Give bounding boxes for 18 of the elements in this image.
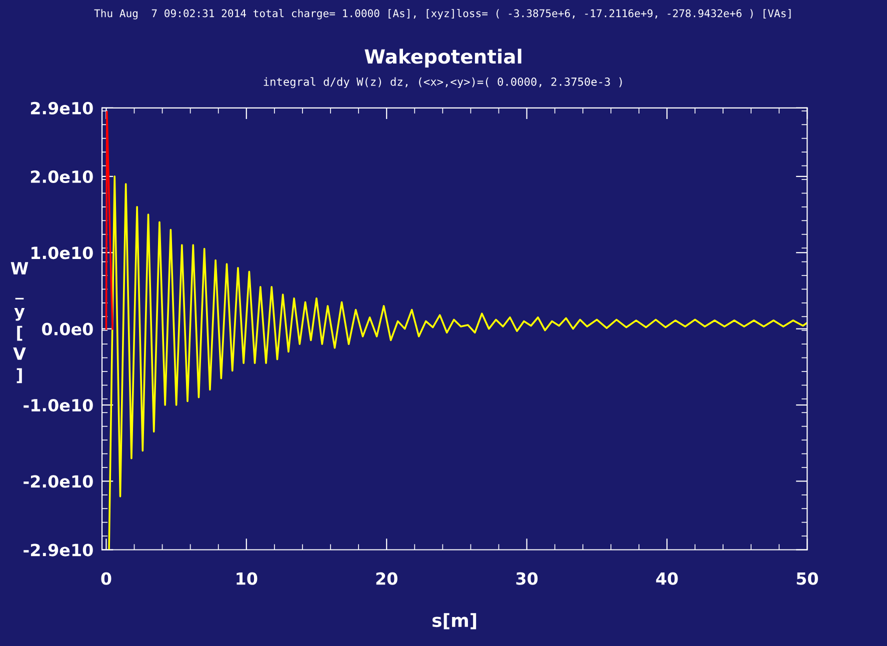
- text: Thu Aug 7 09:02:31 2014 total charge= 1.0000 [As], [xyz]loss= ( -3.3875e+6, -17.2116e+9, -278.9432e+6 ) [VAs]: [94, 9, 791, 20]
- y-tick-label: 2.9e10: [30, 102, 93, 114]
- x-tick-label: 10: [236, 572, 258, 585]
- text: W_y[V]: [10, 262, 28, 384]
- y-tick-label: 1.0e10: [32, 246, 93, 260]
- y-tick-label: -1.0e10: [24, 398, 93, 412]
- x-tick-label: 0: [101, 572, 112, 585]
- y-tick-label: 0.0e0: [42, 322, 93, 336]
- y-tick-label: -2.9e10: [24, 544, 93, 556]
- x-tick-label: 40: [656, 572, 678, 585]
- chart-subtitle: integral d/dy W(z) dz, (<x>,<y>)=( 0.0000, 2.3750e-3 ): [264, 77, 622, 88]
- y-tick-label: -2.0e10: [24, 475, 93, 488]
- x-tick-label: 20: [376, 572, 398, 585]
- chart-title: Wakepotential: [364, 48, 522, 68]
- y-tick-label: 2.0e10: [30, 170, 93, 184]
- x-tick-label: 30: [516, 572, 538, 585]
- x-axis-title: s[m]: [432, 613, 476, 630]
- x-tick-label: 50: [796, 572, 818, 585]
